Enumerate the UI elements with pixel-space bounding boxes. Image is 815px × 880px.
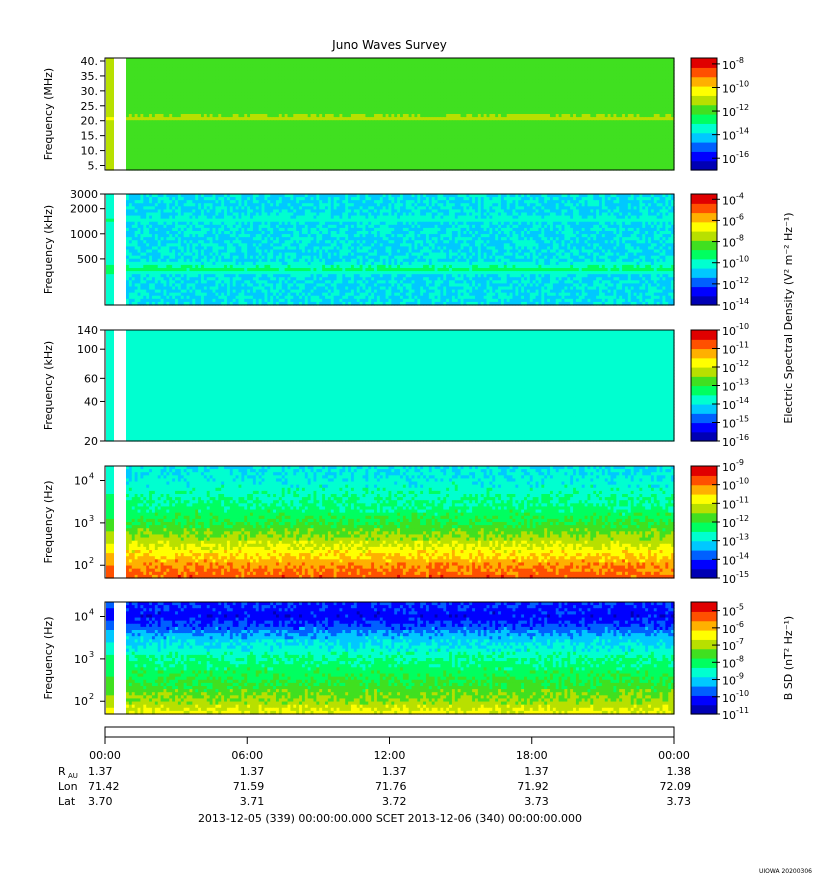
panel-1: 5.10.15.20.25.30.35.40.Frequency (MHz)10… [42, 55, 749, 173]
chart-title: Juno Waves Survey [331, 38, 447, 52]
